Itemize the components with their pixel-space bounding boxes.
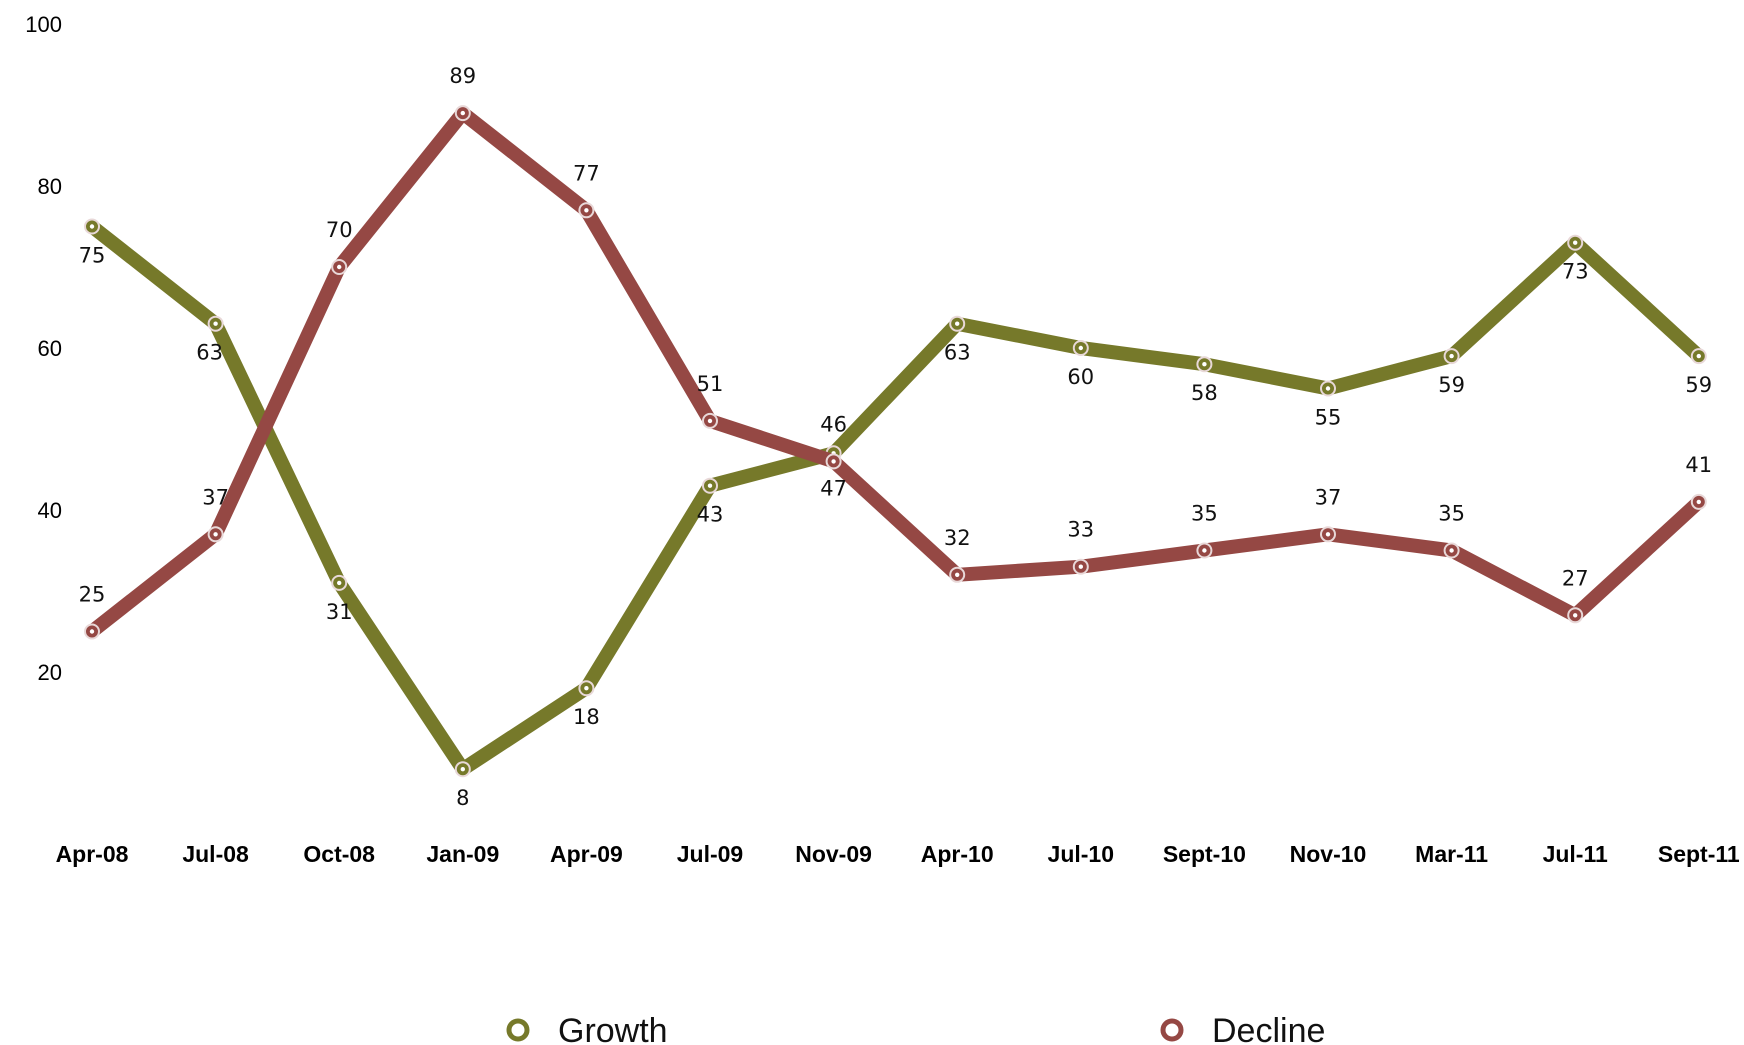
data-point-center	[213, 321, 218, 326]
data-point-center	[1325, 386, 1331, 391]
data-point-center	[89, 629, 95, 634]
data-point-center	[955, 572, 960, 577]
x-tick-label: Sept-10	[1163, 841, 1246, 867]
data-point-center	[1696, 353, 1702, 359]
data-point-center	[584, 208, 589, 213]
data-point-center	[1449, 548, 1454, 553]
data-label-decline: 35	[1438, 502, 1465, 526]
data-point-center	[955, 321, 960, 326]
data-label-decline: 32	[944, 526, 971, 550]
series-line-growth	[85, 219, 1706, 777]
x-tick-label: Jul-09	[677, 841, 743, 867]
x-axis-ticks: Apr-08 Jul-08 Oct-08 Jan-09 Apr-09 Jul-09 Nov-…	[56, 841, 1740, 867]
series-line-decline	[85, 106, 1706, 639]
data-label-growth: 63	[944, 341, 971, 365]
data-point-center	[707, 483, 713, 488]
data-label-growth: 63	[196, 341, 223, 365]
y-tick-label: 80	[38, 174, 62, 199]
data-label-decline: 89	[449, 64, 476, 88]
data-point-center	[460, 767, 465, 772]
x-tick-label: Sept-11	[1658, 841, 1740, 867]
y-tick-label: 60	[38, 336, 62, 361]
data-label-growth: 31	[326, 600, 353, 624]
y-tick-label: 20	[38, 660, 62, 685]
data-label-decline: 37	[202, 485, 229, 509]
data-label-growth: 47	[820, 476, 847, 500]
y-axis-ticks: 20 40 60 80 100	[25, 12, 62, 685]
data-labels: 75 63 31 8 18 43 47 63 60 58 55 59 73 59 25 37 70 89 77 51 4…	[79, 64, 1713, 810]
data-point-center	[337, 580, 342, 586]
data-point-center	[584, 686, 589, 691]
data-point-center	[831, 459, 836, 464]
data-label-decline: 37	[1315, 485, 1342, 509]
x-tick-label: Jul-10	[1048, 841, 1114, 867]
data-label-growth: 55	[1315, 406, 1342, 430]
data-point-center	[337, 264, 342, 270]
data-label-decline: 77	[573, 161, 600, 185]
legend-marker-decline	[1160, 1018, 1184, 1042]
data-label-growth: 75	[79, 244, 106, 268]
data-label-decline: 35	[1191, 502, 1218, 526]
data-label-growth: 73	[1562, 260, 1589, 284]
data-label-growth: 60	[1067, 365, 1094, 389]
x-tick-label: Nov-09	[795, 841, 872, 867]
data-point-center	[707, 418, 713, 424]
data-point-center	[1078, 564, 1084, 569]
y-tick-label: 100	[25, 12, 62, 37]
data-point-center	[213, 532, 218, 537]
x-tick-label: Jul-11	[1543, 841, 1608, 867]
data-label-decline: 70	[326, 218, 353, 242]
x-tick-label: Oct-08	[303, 841, 375, 867]
data-label-growth: 8	[456, 786, 469, 810]
data-point-center	[1449, 353, 1454, 359]
data-label-growth: 18	[573, 705, 600, 729]
data-point-center	[1078, 345, 1084, 351]
x-tick-label: Nov-10	[1290, 841, 1367, 867]
data-label-growth: 43	[697, 503, 724, 527]
data-label-decline: 27	[1562, 566, 1589, 590]
data-point-center	[1573, 240, 1578, 245]
data-label-decline: 41	[1685, 453, 1712, 477]
x-tick-label: Mar-11	[1415, 841, 1488, 867]
legend-label-growth: Growth	[558, 1012, 668, 1045]
data-point-center	[460, 110, 465, 116]
data-point-center	[1696, 499, 1702, 505]
x-tick-label: Jan-09	[426, 841, 499, 867]
legend-marker-growth	[506, 1018, 530, 1042]
data-point-center	[1202, 362, 1207, 367]
y-tick-label: 40	[38, 498, 62, 523]
data-label-decline: 25	[79, 583, 106, 607]
legend-label-decline: Decline	[1212, 1012, 1325, 1045]
data-point-center	[1573, 613, 1578, 618]
x-tick-label: Apr-10	[921, 841, 994, 867]
x-tick-label: Apr-09	[550, 841, 623, 867]
data-label-decline: 51	[697, 372, 724, 396]
x-tick-label: Apr-08	[56, 841, 129, 867]
data-label-growth: 58	[1191, 381, 1218, 405]
data-point-center	[89, 224, 95, 229]
series-lines	[84, 105, 1707, 778]
legend: Growth Decline	[506, 1012, 1325, 1045]
x-tick-label: Jul-08	[182, 841, 249, 867]
data-point-center	[1325, 532, 1331, 537]
data-label-decline: 33	[1067, 518, 1094, 542]
data-label-decline: 46	[820, 412, 847, 436]
data-label-growth: 59	[1438, 373, 1465, 397]
data-label-growth: 59	[1685, 373, 1712, 397]
data-point-center	[1202, 548, 1207, 553]
